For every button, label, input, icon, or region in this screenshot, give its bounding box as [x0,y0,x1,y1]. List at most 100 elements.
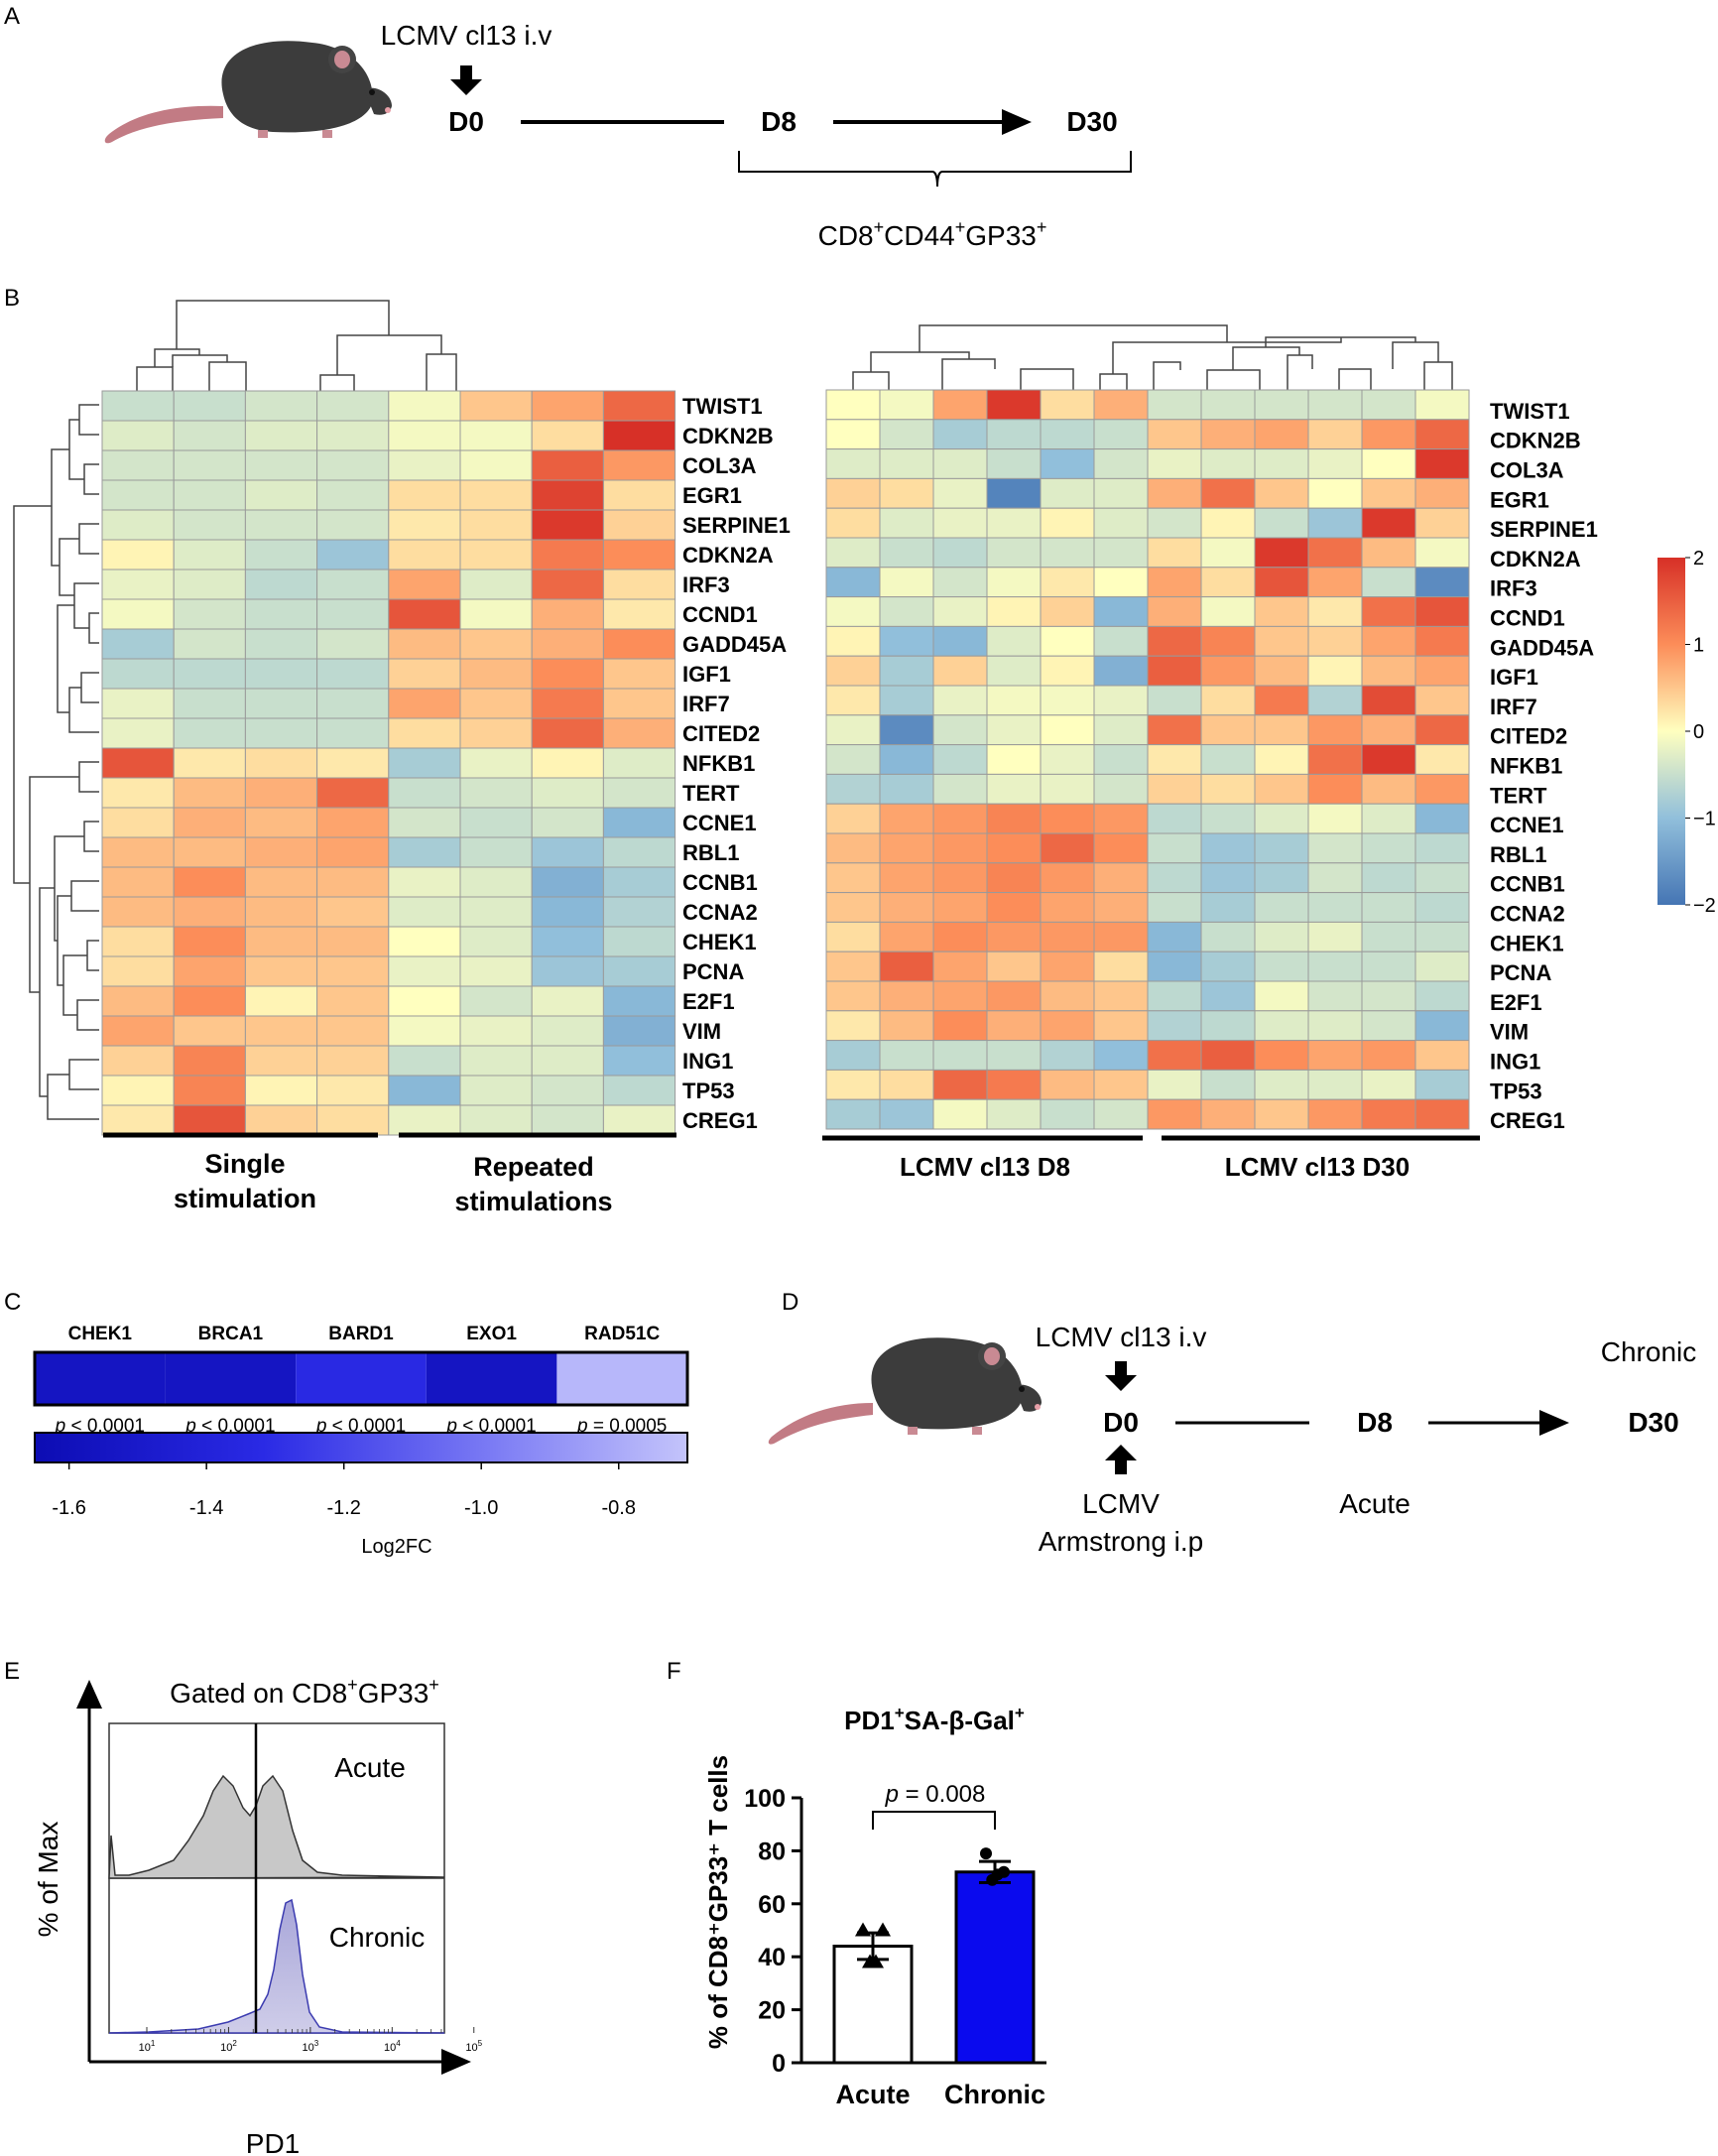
heatmap-cell [1307,744,1363,775]
heatmap-right [825,389,1470,1130]
heatmap-cell [316,688,390,719]
heatmap-cell [1200,1069,1256,1100]
panel-letter-d: D [782,1289,798,1316]
heatmap-cell [1254,685,1309,716]
heatmap-cell [1200,773,1256,805]
gene-label: NFKB1 [1490,754,1562,779]
heatmap-cell [1307,803,1363,834]
heatmap-cell [879,1069,934,1100]
p-value-label-f: p = 0.008 [885,1781,986,1808]
heatmap-cell [1307,477,1363,509]
heatmap-cell [1147,714,1202,746]
heatmap-cell [244,955,318,987]
heatmap-cell [932,685,988,716]
heatmap-cell [101,926,175,957]
heatmap-cell [1254,951,1309,982]
heatmap-cell [879,685,934,716]
heatmap-cell [101,569,175,600]
heatmap-cell [879,477,934,509]
heatmap-cell [244,896,318,928]
heatmap-cell [244,866,318,898]
colorbar-c-tick-label: -1.4 [189,1497,223,1519]
heatmap-cell [173,479,246,511]
heatmap-cell [879,803,934,834]
histogram-chronic [108,1898,445,2034]
heatmap-cell [1040,1098,1095,1130]
heatmap-cell [825,477,881,509]
heatmap-cell [244,658,318,690]
heatmap-cell [1414,1040,1470,1071]
heatmap-cell [1147,1010,1202,1042]
heatmap-cell [825,1040,881,1071]
heatmap-cell [1254,477,1309,509]
heatmap-cell [316,509,390,541]
heatmap-cell [459,926,533,957]
bracket-a [738,151,1132,188]
heatmap-cell [1147,448,1202,479]
heatmap-cell [1414,951,1470,982]
y-tick-label-f: 80 [758,1838,786,1865]
heatmap-cell [388,747,461,779]
heatmap-cell [316,569,390,600]
heatmap-cell [602,509,676,541]
heatmap-cell [316,390,390,422]
timeline-arrowhead-d [1539,1410,1569,1436]
heatmap-cell [531,777,604,809]
heatmap-cell [879,537,934,569]
heatmap-cell [602,777,676,809]
gene-label: CITED2 [1490,724,1567,749]
heatmap-cell [602,836,676,868]
heatmap-cell [1093,744,1149,775]
heatmap-cell [244,1075,318,1106]
heatmap-cell [1307,685,1363,716]
heatmap-cell [1200,744,1256,775]
heatmap-cell [173,449,246,481]
day-d30-d: D30 [1628,1407,1678,1438]
panel-letter-c: C [4,1289,21,1316]
heatmap-cell [1040,655,1095,687]
heatmap-cell [602,1104,676,1136]
heatmap-cell [1414,714,1470,746]
heatmap-cell [1200,567,1256,598]
heatmap-cell [825,892,881,923]
day-d0-d: D0 [1103,1407,1139,1438]
mouse-icon-a [104,41,392,144]
gene-label: EGR1 [1490,487,1549,512]
heatmap-cell [1307,596,1363,627]
heatmap-cell [101,1045,175,1077]
gene-label: ING1 [1490,1050,1540,1075]
heatmap-cell [316,717,390,749]
day-d30-a: D30 [1066,106,1117,137]
heatmap-cell [1254,892,1309,923]
heatmap-cell [388,628,461,660]
label-chronic-e: Chronic [329,1922,425,1953]
heatmap-cell [986,1098,1042,1130]
heatmap-cell [1200,1040,1256,1071]
heatmap-cell [932,389,988,421]
heatmap-cell [1361,862,1416,894]
heatmap-cell [459,896,533,928]
colorbar-c-tick-label: -1.2 [326,1497,360,1519]
heatmap-cell [1414,803,1470,834]
heatmap-cell [1147,625,1202,657]
heatmap-cell [879,832,934,864]
heatmap-cell [1254,1040,1309,1071]
x-tick-label-e: 105 [465,2039,482,2054]
heatmap-cell [986,448,1042,479]
heatmap-cell [101,955,175,987]
heatmap-cell [173,509,246,541]
gene-label: CHEK1 [682,930,757,954]
heatmap-cell [879,951,934,982]
x-tick-label-e: 101 [139,2039,156,2054]
heatmap-cell [1200,921,1256,952]
heatmap-cell [1200,685,1256,716]
heatmap-cell [1200,951,1256,982]
data-point-circle-f [980,1847,992,1860]
heatmap-cell [825,921,881,952]
heatmap-cell [825,625,881,657]
heatmap-cell [388,569,461,600]
heatmap-cell [101,836,175,868]
heatmap-cell [879,419,934,450]
heatmap-cell [101,1015,175,1047]
